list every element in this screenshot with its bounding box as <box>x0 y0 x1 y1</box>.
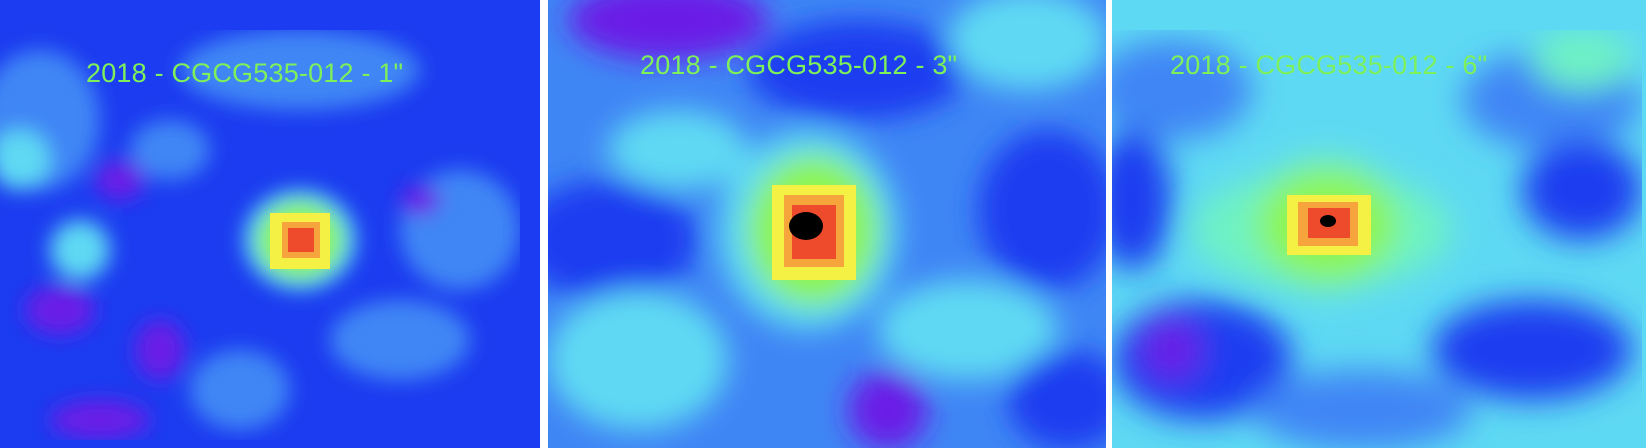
radio-map-panel-3arcsec: 2018 - CGCG535-012 - 3" <box>548 0 1106 448</box>
panel-caption: 2018 - CGCG535-012 - 3" <box>640 50 958 80</box>
radio-map-panel-1arcsec: 2018 - CGCG535-012 - 1" <box>0 0 540 448</box>
flux-heatmap <box>0 0 540 448</box>
panel-divider <box>540 0 548 448</box>
flux-heatmap <box>1112 0 1646 448</box>
source-core <box>789 212 823 240</box>
source-core <box>1320 215 1336 227</box>
panel-caption: 2018 - CGCG535-012 - 6" <box>1170 50 1488 80</box>
panel-caption: 2018 - CGCG535-012 - 1" <box>86 58 404 88</box>
radio-map-panel-6arcsec: 2018 - CGCG535-012 - 6" <box>1112 0 1646 448</box>
panel-divider <box>1106 0 1112 448</box>
flux-heatmap <box>548 0 1106 448</box>
